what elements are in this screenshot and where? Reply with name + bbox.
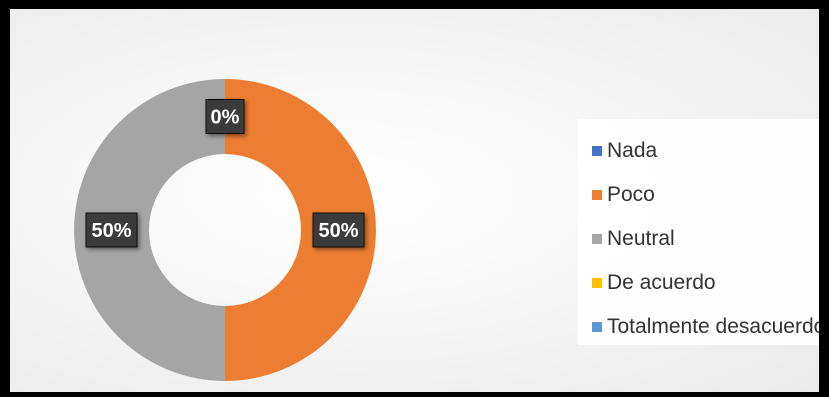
legend-swatch: [592, 190, 602, 200]
legend-item-totalmente-desacuerdo: Totalmente desacuerdo: [592, 305, 819, 349]
legend-item-neutral: Neutral: [592, 217, 819, 261]
chart-legend: Nada Poco Neutral De acuerdo Totalmente …: [578, 119, 819, 345]
data-label-poco: 50%: [312, 212, 365, 248]
data-label-neutral: 50%: [85, 212, 138, 248]
legend-label: Neutral: [607, 227, 675, 250]
legend-label: Nada: [607, 139, 658, 162]
data-label-box: [312, 212, 365, 248]
data-label-box: [85, 212, 138, 248]
legend-swatch: [592, 322, 602, 332]
data-label-text: 0%: [211, 107, 240, 129]
slice-neutral: [74, 79, 225, 381]
legend-swatch: [592, 146, 602, 156]
chart-area: 0% 50% 50% Nada Poco Neutral De acuerdo To…: [10, 9, 819, 392]
legend-swatch: [592, 278, 602, 288]
legend-item-nada: Nada: [592, 129, 819, 173]
data-label-nada: 0%: [205, 99, 245, 134]
data-label-text: 50%: [318, 220, 358, 242]
legend-label: De acuerdo: [607, 271, 716, 294]
legend-label: Poco: [607, 183, 655, 206]
doughnut-chart: 0% 50% 50%: [74, 79, 376, 381]
data-label-box: [205, 99, 245, 134]
legend-item-de-acuerdo: De acuerdo: [592, 261, 819, 305]
legend-swatch: [592, 234, 602, 244]
legend-item-poco: Poco: [592, 173, 819, 217]
slice-poco: [225, 79, 376, 381]
data-label-text: 50%: [91, 220, 131, 242]
legend-label: Totalmente desacuerdo: [607, 315, 819, 338]
